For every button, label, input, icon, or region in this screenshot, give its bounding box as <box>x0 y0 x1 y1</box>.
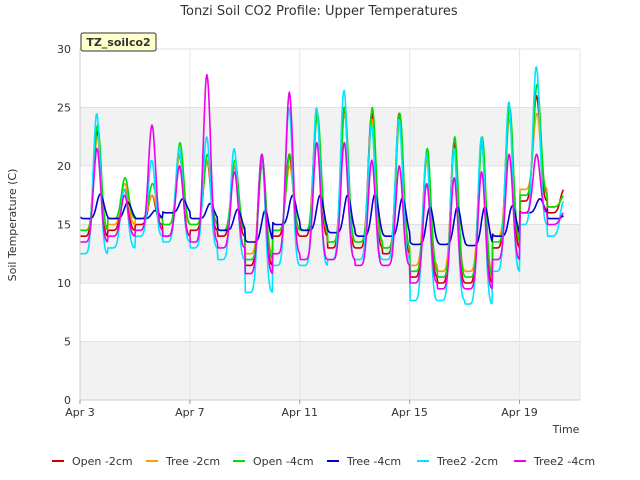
site-label: TZ_soilco2 <box>86 36 150 49</box>
y-tick-label: 30 <box>57 43 71 56</box>
legend-label: Tree2 -2cm <box>436 455 498 468</box>
legend-label: Tree -4cm <box>346 455 401 468</box>
y-tick-label: 0 <box>64 394 71 407</box>
legend-item: Tree2 -2cm <box>417 455 498 468</box>
plot-band <box>80 341 580 400</box>
legend: Open -2cm Tree -2cm Open -4cm Tree -4cm Tree… <box>52 455 595 468</box>
chart-title: Tonzi Soil CO2 Profile: Upper Temperatur… <box>179 4 458 19</box>
plot-band <box>80 107 580 166</box>
legend-label: Open -2cm <box>72 455 133 468</box>
axes: 0 5 10 15 20 25 30 Apr 3 Apr 7 Apr 11 Apr 15 Apr 19 <box>57 43 581 419</box>
legend-label: Open -4cm <box>253 455 314 468</box>
x-tick-label: Apr 15 <box>391 406 428 419</box>
legend-item: Tree -2cm <box>146 455 220 468</box>
series-layer <box>79 66 565 305</box>
legend-item: Tree -4cm <box>327 455 401 468</box>
legend-item: Open -2cm <box>52 455 133 468</box>
y-tick-label: 10 <box>57 277 71 290</box>
legend-item: Tree2 -4cm <box>514 455 595 468</box>
y-tick-label: 5 <box>64 336 71 349</box>
x-tick-label: Apr 3 <box>65 406 95 419</box>
site-label-badge: TZ_soilco2 <box>80 32 157 52</box>
y-tick-label: 25 <box>57 102 71 115</box>
series-line-Treem4cm <box>79 193 564 247</box>
legend-item: Open -4cm <box>233 455 314 468</box>
x-tick-label: Apr 11 <box>282 406 319 419</box>
x-axis-title: Time <box>552 423 580 436</box>
y-axis-title: Soil Temperature (C) <box>6 169 19 282</box>
series-line-Tree2m4cm <box>80 73 564 290</box>
x-tick-label: Apr 7 <box>175 406 205 419</box>
legend-label: Tree -2cm <box>165 455 220 468</box>
legend-label: Tree2 -4cm <box>533 455 595 468</box>
y-tick-label: 15 <box>57 219 71 232</box>
y-tick-label: 20 <box>57 160 71 173</box>
x-tick-label: Apr 19 <box>501 406 538 419</box>
